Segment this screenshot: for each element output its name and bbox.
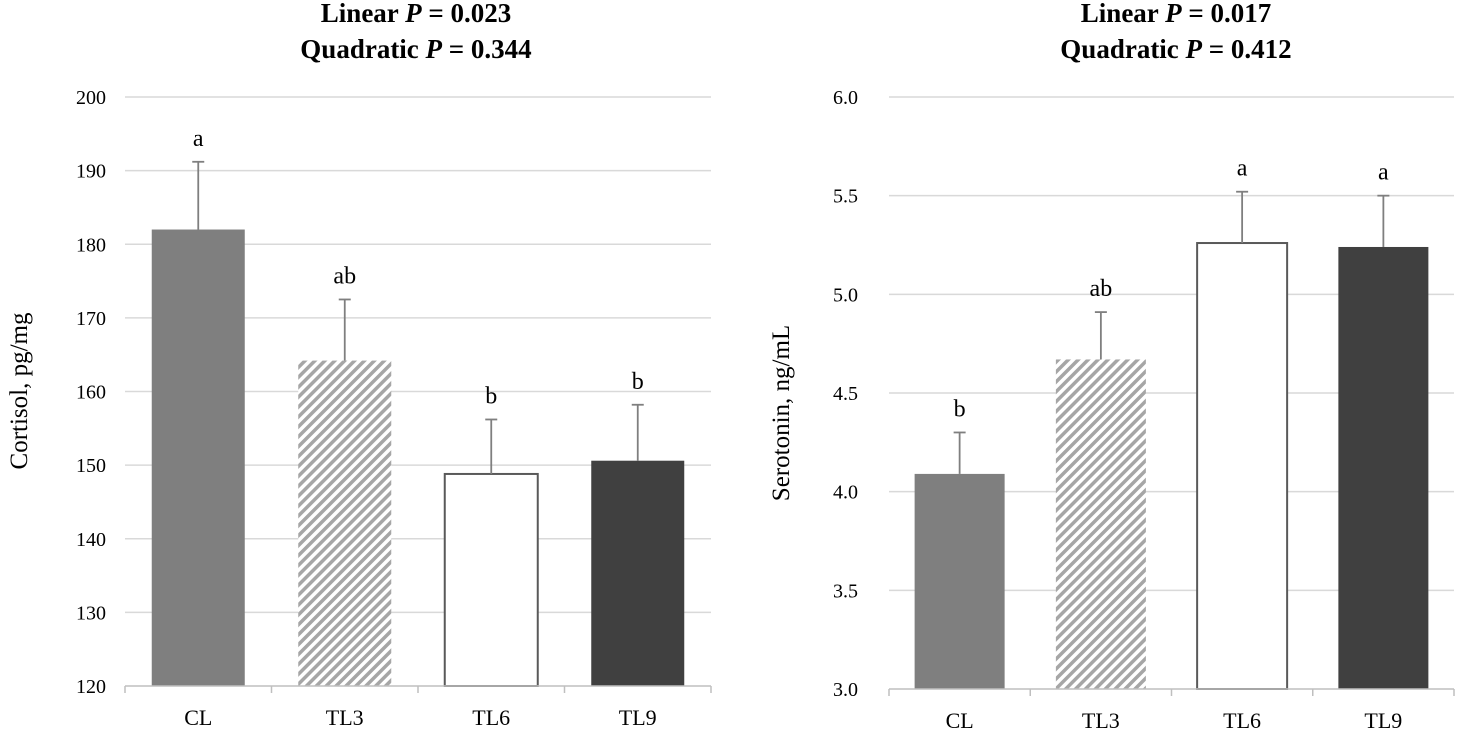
y-tick-label: 190: [76, 161, 106, 183]
significance-letter: ab: [333, 263, 356, 289]
cortisol-chart: 120 130 140 150 160 170 180 190 200 a CL ab TL3 b TL6 b…: [6, 0, 712, 730]
y-tick-label: 3.0: [833, 679, 858, 701]
bar-cl: [914, 473, 1005, 689]
bar-tl3: [1055, 359, 1146, 689]
x-tick-label: CL: [184, 705, 212, 730]
y-tick-label: 120: [76, 676, 106, 698]
significance-letter: b: [485, 383, 497, 409]
y-tick-label: 3.5: [833, 580, 858, 602]
x-tick-label: TL6: [1223, 708, 1261, 730]
y-tick-label: 130: [76, 602, 106, 624]
bar-cl: [151, 229, 245, 686]
bar-tl6: [443, 472, 539, 687]
y-tick-label: 150: [76, 455, 106, 477]
x-tick-label: TL6: [472, 705, 510, 730]
y-tick-label: 200: [76, 87, 106, 109]
y-tick-label: 5.5: [833, 186, 858, 208]
x-tick-label: CL: [946, 708, 974, 730]
significance-letter: a: [193, 126, 204, 152]
bar-tl9: [591, 460, 685, 686]
chart-title-line: Quadratic P = 0.344: [300, 34, 531, 64]
significance-letter: b: [954, 396, 966, 422]
significance-letter: ab: [1090, 276, 1113, 302]
significance-letter: a: [1237, 156, 1248, 182]
bar-tl6: [1196, 242, 1289, 690]
x-tick-label: TL9: [619, 705, 657, 730]
bar-tl9: [1338, 246, 1429, 689]
x-tick-label: TL3: [1082, 708, 1120, 730]
x-tick-label: TL9: [1364, 708, 1402, 730]
serotonin-chart: 3.0 3.5 4.0 4.5 5.0 5.5 6.0 b CL ab TL3 a TL6 a TL9 Lin…: [768, 0, 1455, 730]
y-axis-label: Serotonin, ng/mL: [768, 325, 795, 501]
bar-tl3: [298, 360, 392, 686]
y-tick-label: 5.0: [833, 284, 858, 306]
chart-title-line: Linear P = 0.017: [1081, 0, 1271, 28]
y-tick-label: 6.0: [833, 87, 858, 109]
significance-letter: b: [632, 369, 644, 395]
y-tick-label: 180: [76, 234, 106, 256]
y-tick-label: 4.0: [833, 482, 858, 504]
y-tick-label: 170: [76, 308, 106, 330]
x-tick-label: TL3: [326, 705, 364, 730]
y-tick-label: 140: [76, 529, 106, 551]
y-tick-label: 160: [76, 382, 106, 404]
chart-title-line: Quadratic P = 0.412: [1060, 34, 1291, 64]
chart-title-line: Linear P = 0.023: [321, 0, 511, 28]
significance-letter: a: [1378, 160, 1389, 186]
y-axis-label: Cortisol, pg/mg: [6, 312, 33, 469]
y-tick-label: 4.5: [833, 383, 858, 405]
